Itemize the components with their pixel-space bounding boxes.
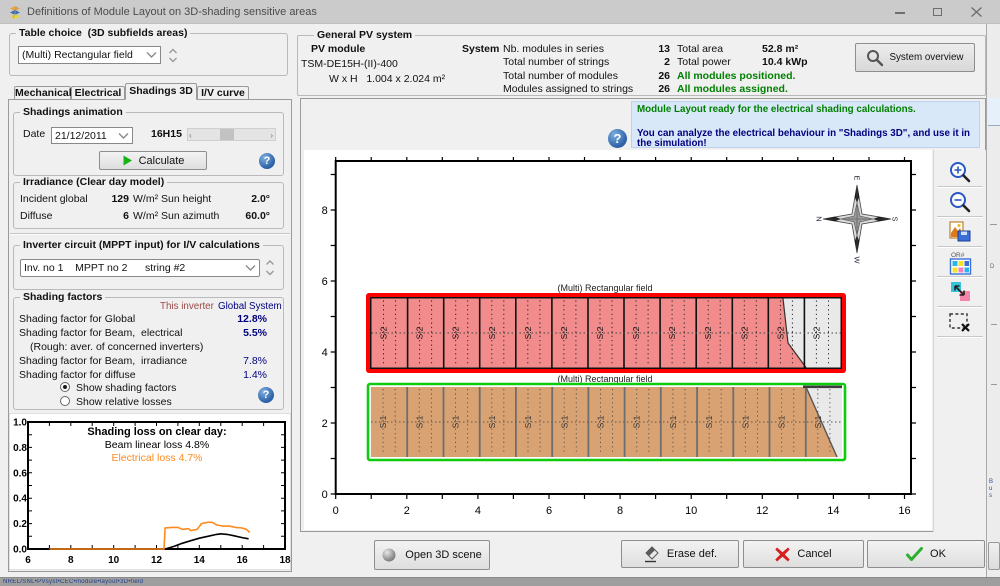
svg-text:8: 8 [617, 505, 623, 517]
svg-text:S:2: S:2 [415, 326, 425, 339]
svg-text:S:1: S:1 [414, 415, 424, 428]
svg-text:W: W [853, 256, 862, 264]
svg-text:0.6: 0.6 [13, 468, 27, 479]
svg-text:2: 2 [404, 505, 410, 517]
svg-text:S:1: S:1 [487, 415, 497, 428]
svg-text:S:2: S:2 [523, 326, 533, 339]
svg-text:S:2: S:2 [595, 326, 605, 339]
svg-text:18: 18 [279, 555, 291, 566]
svg-text:6: 6 [322, 276, 328, 288]
svg-text:S:1: S:1 [451, 415, 461, 428]
svg-text:8: 8 [322, 205, 328, 217]
svg-text:0.0: 0.0 [13, 545, 27, 556]
svg-text:0.4: 0.4 [13, 494, 27, 505]
svg-text:Beam linear loss 4.8%: Beam linear loss 4.8% [105, 439, 209, 451]
svg-text:Electrical loss 4.7%: Electrical loss 4.7% [111, 452, 202, 464]
svg-text:4: 4 [322, 347, 328, 359]
svg-text:0.2: 0.2 [13, 519, 27, 530]
svg-text:S:1: S:1 [813, 415, 823, 428]
svg-text:0: 0 [322, 489, 328, 501]
svg-text:10: 10 [108, 555, 120, 566]
svg-text:S:1: S:1 [632, 415, 642, 428]
svg-text:S:2: S:2 [559, 326, 569, 339]
svg-text:S:2: S:2 [739, 326, 749, 339]
svg-text:(Multi) Rectangular field: (Multi) Rectangular field [557, 374, 652, 384]
svg-text:S:1: S:1 [704, 415, 714, 428]
svg-text:1.0: 1.0 [13, 418, 27, 429]
svg-text:E: E [853, 175, 862, 180]
svg-text:14: 14 [827, 505, 839, 517]
svg-text:S:2: S:2 [812, 326, 822, 339]
svg-text:14: 14 [194, 555, 206, 566]
svg-text:S:2: S:2 [451, 326, 461, 339]
svg-text:S:2: S:2 [487, 326, 497, 339]
svg-text:S:1: S:1 [740, 415, 750, 428]
svg-text:S:1: S:1 [523, 415, 533, 428]
svg-text:Shading loss on clear day:: Shading loss on clear day: [87, 426, 226, 438]
svg-text:S:2: S:2 [667, 326, 677, 339]
svg-text:S:1: S:1 [596, 415, 606, 428]
svg-text:S:2: S:2 [703, 326, 713, 339]
svg-text:(Multi) Rectangular field: (Multi) Rectangular field [557, 283, 652, 293]
svg-text:12: 12 [756, 505, 768, 517]
svg-text:S:1: S:1 [777, 415, 787, 428]
svg-text:2: 2 [322, 418, 328, 430]
svg-text:16: 16 [237, 555, 249, 566]
svg-text:S:2: S:2 [631, 326, 641, 339]
svg-text:S:2: S:2 [775, 326, 785, 339]
svg-text:S:2: S:2 [379, 326, 389, 339]
svg-text:S:1: S:1 [668, 415, 678, 428]
svg-text:OR#: OR# [951, 252, 965, 259]
svg-text:S: S [891, 216, 900, 221]
svg-text:6: 6 [25, 555, 31, 566]
svg-text:4: 4 [475, 505, 481, 517]
svg-text:0: 0 [333, 505, 339, 517]
svg-text:N: N [815, 216, 824, 221]
svg-text:12: 12 [151, 555, 163, 566]
svg-text:16: 16 [898, 505, 910, 517]
svg-text:6: 6 [546, 505, 552, 517]
svg-text:10: 10 [685, 505, 697, 517]
svg-text:0.8: 0.8 [13, 443, 27, 454]
svg-text:S:1: S:1 [378, 415, 388, 428]
svg-text:S:1: S:1 [559, 415, 569, 428]
svg-text:8: 8 [68, 555, 74, 566]
